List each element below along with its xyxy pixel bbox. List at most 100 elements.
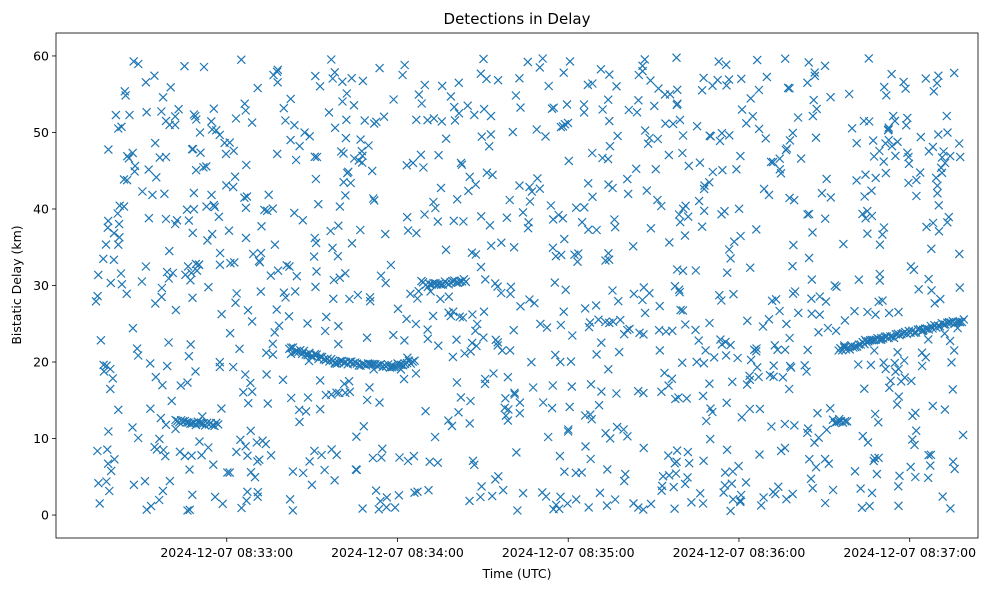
data-point [932, 78, 942, 88]
data-point [640, 308, 650, 318]
data-point [558, 213, 568, 223]
data-point [210, 202, 220, 212]
data-point [129, 480, 139, 490]
data-point [289, 208, 299, 218]
data-point [564, 156, 574, 166]
data-point [790, 287, 800, 296]
data-point [241, 160, 251, 170]
data-point [133, 433, 143, 443]
data-point [330, 123, 340, 133]
data-point [266, 271, 276, 281]
data-point [402, 160, 412, 170]
data-point [768, 157, 778, 167]
data-point [930, 298, 940, 308]
data-point [382, 502, 391, 512]
data-point [408, 357, 418, 367]
data-point [603, 95, 613, 105]
data-point [256, 248, 266, 258]
data-point [278, 375, 288, 385]
data-point [257, 221, 266, 231]
data-point [466, 346, 476, 356]
data-point [402, 314, 412, 324]
data-point [778, 372, 788, 382]
y-tick-label: 10 [33, 431, 49, 446]
data-point [940, 405, 950, 415]
data-point [629, 498, 638, 508]
data-point [101, 240, 111, 250]
data-point [694, 196, 704, 206]
data-point [644, 288, 654, 298]
data-point [113, 405, 123, 415]
data-point [804, 454, 814, 464]
data-point [290, 347, 300, 357]
data-point [592, 225, 602, 235]
data-point [923, 334, 933, 344]
data-point [376, 271, 386, 281]
data-point [699, 206, 709, 216]
data-point [290, 286, 300, 296]
data-point [273, 266, 283, 276]
data-point [561, 285, 571, 295]
data-point [742, 316, 752, 326]
data-point [113, 240, 123, 250]
data-point [538, 398, 548, 407]
data-point [683, 212, 693, 222]
data-point [345, 387, 355, 397]
data-point [865, 501, 875, 511]
data-point [822, 174, 832, 184]
y-tick-label: 40 [33, 201, 49, 216]
data-point [335, 273, 345, 283]
data-point [176, 381, 186, 391]
data-point [341, 133, 351, 143]
data-point [182, 205, 192, 215]
data-point [887, 69, 897, 79]
data-point [246, 467, 256, 477]
data-point [766, 157, 776, 167]
data-point [154, 495, 164, 505]
data-point [496, 288, 506, 298]
data-point [122, 175, 132, 185]
data-point [749, 345, 759, 355]
data-point [680, 479, 690, 489]
data-point [209, 104, 219, 114]
data-point [371, 486, 381, 496]
data-point [229, 146, 239, 156]
data-point [924, 450, 934, 460]
data-point [222, 468, 232, 478]
data-point [191, 165, 201, 175]
data-point [899, 77, 909, 87]
data-point [489, 369, 498, 378]
data-point [678, 306, 688, 315]
data-point [735, 151, 745, 161]
data-point [856, 484, 866, 494]
data-point [921, 74, 931, 84]
data-point [115, 201, 125, 211]
data-point [726, 253, 736, 263]
data-point [775, 306, 785, 316]
data-point [399, 374, 409, 384]
data-point [717, 128, 727, 138]
data-point [929, 86, 939, 96]
data-point [810, 438, 819, 448]
data-point [342, 168, 352, 178]
data-point [172, 215, 182, 225]
data-point [810, 68, 820, 78]
data-point [147, 190, 157, 200]
data-point [809, 95, 819, 105]
data-point [503, 372, 513, 382]
data-point [734, 204, 744, 214]
data-point [441, 245, 451, 255]
data-point [726, 340, 736, 350]
data-point [505, 195, 515, 205]
data-point [938, 492, 948, 502]
data-point [907, 435, 917, 445]
data-point [448, 307, 458, 317]
data-point [555, 451, 565, 461]
data-point [706, 131, 716, 141]
data-point [670, 281, 680, 291]
data-point [211, 125, 221, 135]
data-point [547, 403, 557, 413]
data-point [328, 74, 338, 83]
data-point [724, 245, 734, 254]
data-point [722, 445, 732, 455]
